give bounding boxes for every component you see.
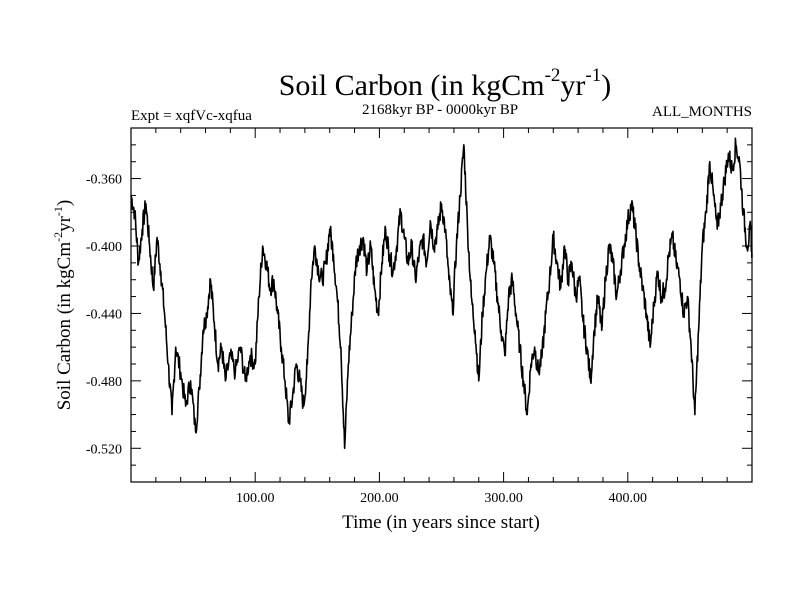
plot-frame	[130, 127, 753, 483]
y-axis-label-end: )	[54, 200, 75, 206]
y-axis-label-sup1: -2	[51, 232, 65, 242]
y-tick-label: -0.440	[86, 307, 122, 322]
months-label: ALL_MONTHS	[652, 104, 752, 120]
axis-ticks: 100.00 200.00 300.00 400.00 -0.360 -0.400 -0.4…	[86, 128, 752, 506]
x-tick-label: 400.00	[609, 491, 648, 506]
chart-title: Soil Carbon (in kgCm-2yr-1)	[279, 65, 612, 102]
y-tick-label: -0.480	[86, 375, 122, 390]
y-axis-label-main: Soil Carbon (in kgCm	[54, 242, 75, 411]
period-label: 2168kyr BP - 0000kyr BP	[362, 102, 518, 118]
y-tick-label: -0.360	[86, 173, 122, 188]
experiment-label: Expt = xqfVc-xqfua	[131, 108, 252, 124]
chart-title-main: Soil Carbon (in kgCm	[279, 69, 545, 102]
x-tick-label: 200.00	[360, 491, 399, 506]
y-tick-label: -0.400	[86, 240, 122, 255]
chart-title-sup1: -2	[545, 65, 561, 86]
y-axis-label-mid: yr	[54, 215, 75, 232]
series-line-soil-carbon	[130, 137, 753, 450]
chart-title-mid: yr	[560, 69, 585, 102]
y-axis-label-sup2: -1	[51, 206, 65, 216]
x-axis-label: Time (in years since start)	[342, 512, 540, 533]
x-tick-label: 300.00	[484, 491, 523, 506]
y-tick-label: -0.520	[86, 442, 122, 457]
y-axis-label: Soil Carbon (in kgCm-2yr-1)	[51, 200, 75, 411]
chart-title-sup2: -1	[585, 65, 601, 86]
x-tick-label: 100.00	[236, 491, 275, 506]
chart-title-end: )	[601, 69, 611, 102]
